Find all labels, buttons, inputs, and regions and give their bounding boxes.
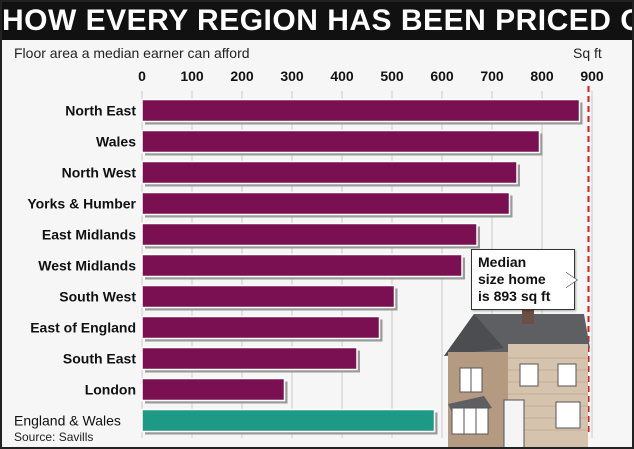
x-axis-ticks: 0 100 200 300 400 500 600 700 800 900 (138, 68, 604, 84)
category-label-north-west: North West (62, 165, 137, 181)
category-label-south-east: South East (63, 351, 136, 367)
bars (141, 98, 583, 435)
category-label-west-midlands: West Midlands (38, 258, 136, 274)
x-tick-label-600: 600 (430, 68, 454, 84)
bar-wales (141, 129, 541, 154)
category-label-east-of-england: East of England (30, 320, 136, 336)
bar-yorks-humber (141, 191, 511, 216)
bar-west-midlands (141, 253, 463, 278)
x-tick-label-0: 0 (138, 68, 146, 84)
x-tick-label-300: 300 (280, 68, 304, 84)
callout-line-1: Median (478, 254, 527, 270)
callout-pointer (565, 272, 577, 288)
x-tick-label-500: 500 (380, 68, 404, 84)
bar-london (141, 377, 286, 402)
bar-north-west (141, 160, 518, 185)
x-tick-label-800: 800 (530, 68, 554, 84)
x-tick-label-200: 200 (230, 68, 254, 84)
bar-east-of-england (141, 315, 381, 340)
category-label-london: London (85, 382, 136, 398)
bar-north-east (141, 98, 581, 123)
house-icon (444, 308, 590, 447)
x-tick-label-900: 900 (580, 68, 604, 84)
category-label-england-wales: England & Wales (14, 413, 121, 429)
bar-east-midlands (141, 222, 478, 247)
category-label-east-midlands: East Midlands (42, 227, 136, 243)
bar-south-west (141, 284, 396, 309)
source-note: Source: Savills (14, 430, 94, 444)
median-callout: Median size home is 893 sq ft (471, 249, 575, 310)
callout-line-2: size home (478, 271, 546, 287)
headline: HOW EVERY REGION HAS BEEN PRICED OUT (2, 2, 632, 40)
chart-subtitle: Floor area a median earner can afford (14, 45, 250, 61)
x-tick-label-100: 100 (180, 68, 204, 84)
x-tick-label-400: 400 (330, 68, 354, 84)
bar-england-wales (141, 408, 436, 433)
bar-south-east (141, 346, 358, 371)
unit-label: Sq ft (573, 45, 602, 61)
x-tick-label-700: 700 (480, 68, 504, 84)
category-label-south-west: South West (59, 289, 136, 305)
category-label-wales: Wales (96, 134, 136, 150)
category-labels: North East Wales North West Yorks & Humber E… (14, 103, 137, 429)
category-label-yorks-humber: Yorks & Humber (27, 196, 136, 212)
callout-line-3: is 893 sq ft (478, 288, 551, 304)
category-label-north-east: North East (65, 103, 136, 119)
